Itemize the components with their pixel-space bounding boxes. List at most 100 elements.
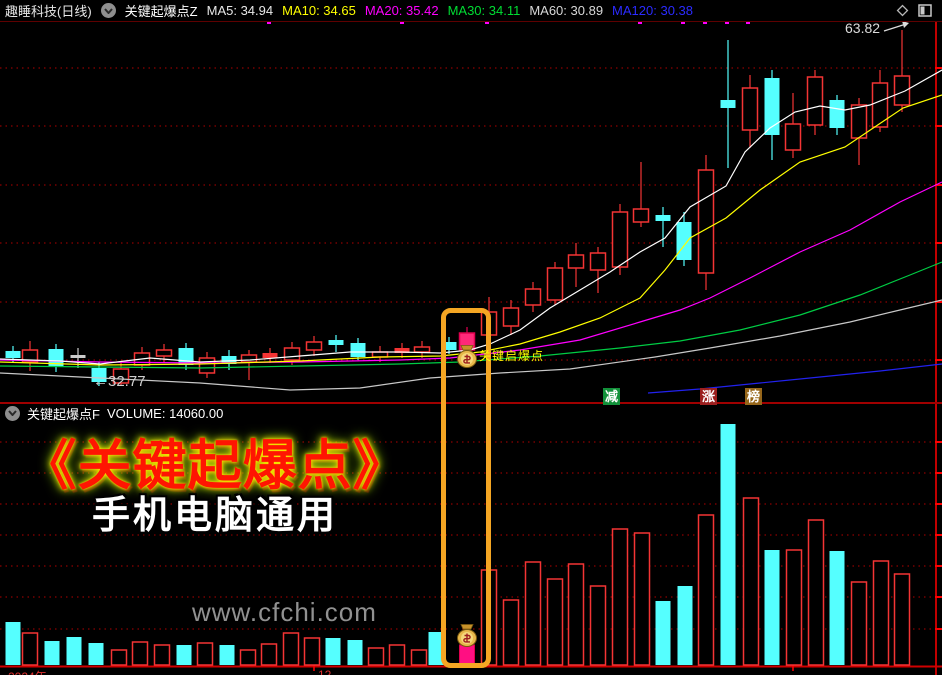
volume-bar [303, 637, 321, 666]
candle-body [871, 82, 889, 128]
volume-bar [153, 644, 171, 666]
volume-bar [589, 585, 607, 666]
volume-bar [88, 643, 104, 665]
volume-bar [611, 528, 629, 666]
subchart-header: 关键起爆点F VOLUME: 14060.00 [0, 404, 942, 422]
ma-line-ma10 [0, 94, 942, 366]
candle-body [240, 354, 258, 363]
volume-bar [388, 644, 406, 666]
candle-body [221, 356, 237, 364]
candle-body [155, 349, 173, 357]
indicator-name-sub: 关键起爆点F [27, 406, 100, 422]
volume-bar [742, 497, 760, 666]
volume-bar [260, 643, 278, 666]
candle-body [632, 208, 650, 223]
candle-body [441, 342, 457, 350]
ma60-value: MA60: 30.89 [529, 3, 604, 18]
candle-body [413, 346, 431, 353]
volume-bar [44, 641, 60, 665]
volume-bar [677, 586, 693, 665]
panel-toggle-icon[interactable] [918, 3, 932, 22]
signal-dot [703, 20, 707, 24]
volume-bar [459, 644, 475, 666]
x-axis-label: 2024年 [8, 668, 47, 675]
volume-bar [764, 550, 780, 665]
candle-body [5, 351, 21, 358]
volume-bar [697, 514, 715, 666]
marker-badge: 减 [603, 388, 620, 405]
volume-bar [367, 647, 385, 666]
volume-bar [410, 649, 428, 666]
diamond-icon[interactable] [895, 3, 909, 22]
signal-label: 关键启爆点 [479, 349, 545, 363]
candle-body [48, 349, 64, 367]
volume-bar [196, 642, 214, 666]
x-axis-label: 12 [318, 668, 332, 675]
volume-bar [720, 424, 736, 665]
volume-bar [546, 578, 564, 666]
ma20-value: MA20: 35.42 [364, 3, 439, 18]
stock-name: 趣睡科技(日线) [5, 4, 92, 19]
candle-body [394, 348, 410, 353]
candle-body [806, 76, 824, 126]
high-arrow [883, 23, 907, 32]
volume-bar [66, 637, 82, 665]
candle-body [655, 215, 671, 221]
ma10-value: MA10: 34.65 [282, 3, 356, 18]
marker-badge: 涨 [700, 388, 717, 405]
ma-line-ma60 [0, 299, 942, 391]
candle-body [697, 169, 715, 274]
candle-body [524, 288, 542, 306]
top-status-bar: 趣睡科技(日线) 关键起爆点Z MA5: 34.94 MA10: 34.65 M… [0, 0, 942, 22]
candle-body [350, 343, 366, 357]
volume-bar [893, 573, 911, 666]
volume-bar [633, 532, 651, 666]
signal-dot [267, 20, 271, 24]
candle-body [567, 254, 585, 269]
low-price-label: ←32.77 [93, 373, 146, 390]
ma120-value: MA120: 30.38 [612, 3, 693, 18]
watermark: www.cfchi.com [192, 597, 377, 627]
signal-dot [746, 20, 750, 24]
candle-body [611, 211, 629, 268]
volume-bar [347, 640, 363, 665]
signal-dot [681, 20, 685, 24]
high-price-label: 63.82 [845, 20, 881, 36]
volume-bar [5, 622, 21, 665]
volume-bar [807, 519, 825, 666]
candle-body [893, 75, 911, 106]
ma5-value: MA5: 34.94 [206, 3, 274, 18]
chevron-down-icon[interactable] [5, 405, 20, 421]
volume-bar [282, 632, 300, 666]
volume-bar [239, 649, 257, 666]
signal-dot [638, 20, 642, 24]
chevron-down-icon[interactable] [100, 3, 116, 18]
volume-bar [325, 638, 341, 665]
candle-body [305, 341, 323, 351]
volume-bar [655, 601, 671, 665]
candle-body [741, 87, 759, 131]
volume-bar [829, 551, 845, 665]
indicator-name-main: 关键起爆点Z [124, 4, 198, 19]
marker-badge: 榜 [745, 388, 762, 405]
volume-bar [176, 645, 192, 665]
volume-bar [567, 563, 585, 666]
candle-body [502, 307, 520, 327]
money-bag-icon [456, 624, 478, 647]
ma-line-ma120 [647, 363, 942, 394]
volume-value: VOLUME: 14060.00 [106, 405, 224, 421]
volume-bar [110, 649, 128, 666]
signal-dot [485, 20, 489, 24]
volume-bar [502, 599, 520, 666]
ma-line-ma5 [0, 69, 942, 365]
ma-line-ma30 [0, 261, 942, 369]
candle-body [21, 349, 39, 363]
volume-bar [872, 560, 890, 666]
candle-body [850, 104, 868, 139]
volume-bar [850, 581, 868, 666]
candle-body [198, 357, 216, 374]
candle-body [283, 347, 301, 361]
candle-body [328, 340, 344, 345]
